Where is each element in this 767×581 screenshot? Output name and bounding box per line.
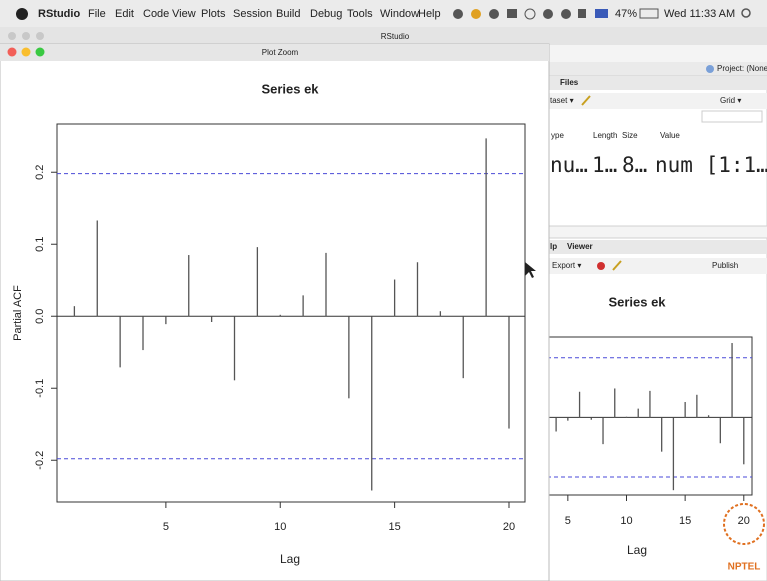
menu-item[interactable]: Tools xyxy=(347,8,373,20)
x-tick-label: 20 xyxy=(738,515,750,527)
viewer-pane xyxy=(549,238,767,581)
y-axis-label: Partial ACF xyxy=(12,285,24,341)
menu-item[interactable]: Session xyxy=(233,8,272,20)
watermark-text: NPTEL xyxy=(728,562,761,573)
status-icon[interactable] xyxy=(578,9,586,18)
x-tick-label: 15 xyxy=(388,521,400,533)
project-icon xyxy=(706,65,714,73)
page: RStudio File Edit Code View Plots Sessio… xyxy=(0,0,767,581)
y-tick-label: -0.2 xyxy=(34,451,46,470)
cell: nu… xyxy=(550,153,588,177)
project-menu[interactable]: Project: (None) xyxy=(717,64,767,73)
x-tick-label: 20 xyxy=(503,521,515,533)
column-header[interactable]: Size xyxy=(622,131,638,140)
chart-title: Series ek xyxy=(261,81,319,96)
x-tick-label: 5 xyxy=(163,521,169,533)
window-button[interactable] xyxy=(8,32,16,40)
delete-icon[interactable] xyxy=(597,262,605,270)
status-icon[interactable] xyxy=(595,9,608,18)
column-header[interactable]: Length xyxy=(593,131,617,140)
screen: RStudio File Edit Code View Plots Sessio… xyxy=(0,0,767,581)
cell: 8… xyxy=(622,153,647,177)
zoom-title: Plot Zoom xyxy=(262,48,299,57)
cell: num [1:1… xyxy=(655,153,767,177)
window-button[interactable] xyxy=(22,32,30,40)
column-header[interactable]: ype xyxy=(551,131,564,140)
x-axis-label: Lag xyxy=(627,543,647,557)
dataset-menu[interactable]: taset ▾ xyxy=(550,96,574,105)
clock[interactable]: Wed 11:33 AM xyxy=(664,8,735,20)
x-tick-label: 10 xyxy=(620,515,632,527)
menu-item[interactable]: Plots xyxy=(201,8,226,20)
grid-menu[interactable]: Grid ▾ xyxy=(720,96,741,105)
maximize-button[interactable] xyxy=(36,48,45,57)
export-menu[interactable]: Export ▾ xyxy=(552,261,581,270)
x-tick-label: 10 xyxy=(274,521,286,533)
apple-logo[interactable] xyxy=(16,8,28,20)
files-tab[interactable]: Files xyxy=(560,78,579,87)
status-icon[interactable] xyxy=(561,9,571,19)
cell: 1… xyxy=(592,153,617,177)
publish-button[interactable]: Publish xyxy=(712,261,738,270)
app-menu[interactable]: RStudio xyxy=(38,8,80,20)
status-icon[interactable] xyxy=(507,9,517,18)
y-tick-label: 0.0 xyxy=(34,309,46,324)
menu-item[interactable]: File xyxy=(88,8,106,20)
status-icon[interactable] xyxy=(453,9,463,19)
x-axis-label: Lag xyxy=(280,552,300,566)
menu-item[interactable]: View xyxy=(172,8,196,20)
close-button[interactable] xyxy=(8,48,17,57)
status-icon[interactable] xyxy=(543,9,553,19)
menu-item[interactable]: Code xyxy=(143,8,169,20)
pane-tabs xyxy=(549,76,767,90)
status-icon[interactable] xyxy=(489,9,499,19)
window-title: RStudio xyxy=(381,32,410,41)
viewer-tab[interactable]: Viewer xyxy=(567,242,593,251)
menu-item[interactable]: Edit xyxy=(115,8,134,20)
minimize-button[interactable] xyxy=(22,48,31,57)
menu-item[interactable]: Help xyxy=(418,8,441,20)
y-tick-label: 0.1 xyxy=(34,237,46,252)
help-tab[interactable]: lp xyxy=(550,242,557,251)
x-tick-label: 15 xyxy=(679,515,691,527)
search-box[interactable] xyxy=(702,111,762,122)
menu-item[interactable]: Window xyxy=(380,8,419,20)
status-icon[interactable] xyxy=(471,9,481,19)
battery-percent[interactable]: 47% xyxy=(615,8,637,20)
menu-item[interactable]: Debug xyxy=(310,8,342,20)
y-tick-label: -0.1 xyxy=(34,379,46,398)
y-tick-label: 0.2 xyxy=(34,165,46,180)
chart-title: Series ek xyxy=(608,294,666,309)
menu-item[interactable]: Build xyxy=(276,8,300,20)
window-button[interactable] xyxy=(36,32,44,40)
x-tick-label: 5 xyxy=(565,515,571,527)
column-header[interactable]: Value xyxy=(660,131,680,140)
zoom-window xyxy=(0,44,549,581)
